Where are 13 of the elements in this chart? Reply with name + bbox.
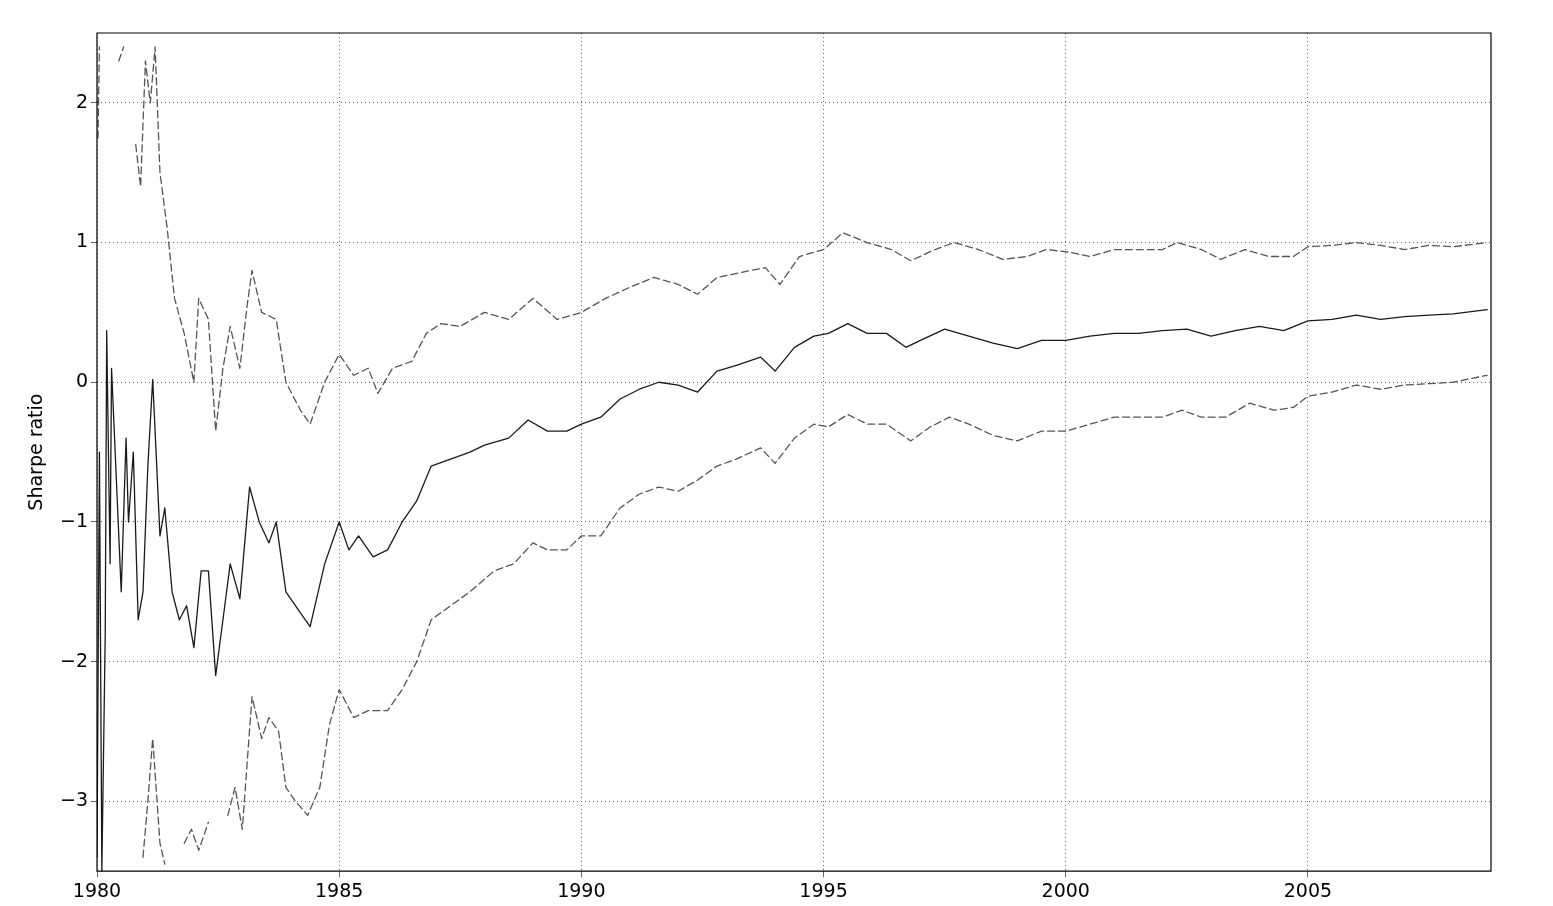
x-tick-label: 1980 bbox=[72, 878, 122, 901]
y-tick-label: 2 bbox=[75, 89, 88, 112]
y-tick-label: 0 bbox=[75, 369, 88, 392]
y-axis-title: Sharpe ratio bbox=[24, 393, 47, 511]
x-tick-label: 2000 bbox=[1041, 878, 1090, 901]
y-tick-label: −1 bbox=[59, 508, 88, 531]
x-tick-label: 1985 bbox=[315, 878, 364, 901]
y-tick-label: −2 bbox=[59, 648, 88, 671]
x-tick-label: 1995 bbox=[799, 878, 848, 901]
x-tick-label: 1990 bbox=[557, 878, 606, 901]
x-tick-label: 2005 bbox=[1283, 878, 1333, 901]
y-tick-label: −3 bbox=[59, 788, 88, 811]
y-tick-label: 1 bbox=[75, 229, 88, 252]
